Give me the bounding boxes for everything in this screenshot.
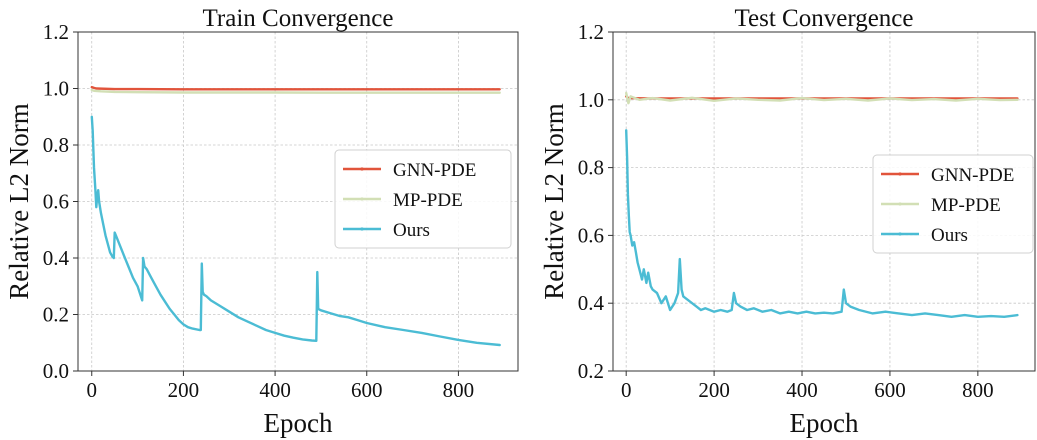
- x-tick-label: 400: [259, 378, 291, 402]
- legend-label: GNN-PDE: [931, 165, 1014, 186]
- legend-marker: [898, 172, 902, 176]
- y-tick-label: 0.4: [578, 291, 605, 315]
- x-tick-label: 0: [87, 378, 98, 402]
- x-tick-label: 0: [621, 378, 632, 402]
- y-tick-label: 0.2: [578, 359, 604, 383]
- series-line-gnn-pde: [90, 85, 501, 91]
- legend-marker: [360, 197, 364, 201]
- x-tick-label: 800: [443, 378, 475, 402]
- y-tick-label: 1.0: [43, 77, 69, 101]
- legend-label: Ours: [393, 220, 430, 241]
- legend-label: GNN-PDE: [393, 160, 476, 181]
- plot-frame: [612, 31, 1036, 372]
- legend: GNN-PDE MP-PDE Ours: [872, 154, 1034, 254]
- y-tick-label: 1.0: [578, 88, 604, 112]
- y-tick-label: 0.6: [578, 223, 604, 247]
- series-line-ours: [625, 129, 1019, 318]
- y-tick-label: 1.2: [43, 20, 69, 44]
- x-tick-label: 600: [874, 378, 906, 402]
- series-line-mp-pde: [625, 91, 1019, 105]
- x-axis-label: Epoch: [264, 408, 333, 438]
- y-axis-label: Relative L2 Norm: [4, 103, 34, 299]
- legend-marker: [360, 227, 364, 231]
- series-line-mp-pde: [90, 88, 501, 94]
- legend-label: MP-PDE: [393, 190, 463, 211]
- series-line-ours: [90, 115, 501, 347]
- y-tick-label: 0.8: [578, 156, 604, 180]
- chart-panel-train: 0 200 400 600 800 0.0 0.2 0.4 0.6 0.8 1.0 1.2 Train …: [4, 5, 519, 438]
- legend-label: MP-PDE: [931, 195, 1001, 216]
- chart-panel-test: 0 200 400 600 800 0.2 0.4 0.6 0.8 1.0 1.2 Test Conv…: [539, 5, 1036, 438]
- x-tick-label: 200: [168, 378, 200, 402]
- legend-marker: [898, 202, 902, 206]
- x-tick-label: 200: [698, 378, 730, 402]
- y-tick-label: 0.6: [43, 190, 69, 214]
- y-tick-label: 1.2: [578, 20, 604, 44]
- x-axis-label: Epoch: [790, 408, 859, 438]
- legend-box: [334, 149, 512, 249]
- x-tick-label: 600: [351, 378, 383, 402]
- legend-label: Ours: [931, 225, 968, 246]
- x-tick-label: 800: [962, 378, 994, 402]
- legend-marker: [360, 167, 364, 171]
- chart-title: Train Convergence: [203, 5, 394, 32]
- y-tick-label: 0.8: [43, 133, 69, 157]
- x-tick-label: 400: [786, 378, 818, 402]
- y-tick-label: 0.4: [43, 246, 70, 270]
- legend-marker: [898, 232, 902, 236]
- legend-box: [872, 154, 1034, 254]
- legend: GNN-PDE MP-PDE Ours: [334, 149, 512, 249]
- chart-title: Test Convergence: [735, 5, 914, 32]
- y-axis-label: Relative L2 Norm: [539, 103, 569, 299]
- y-tick-label: 0.2: [43, 303, 69, 327]
- y-tick-label: 0.0: [43, 359, 69, 383]
